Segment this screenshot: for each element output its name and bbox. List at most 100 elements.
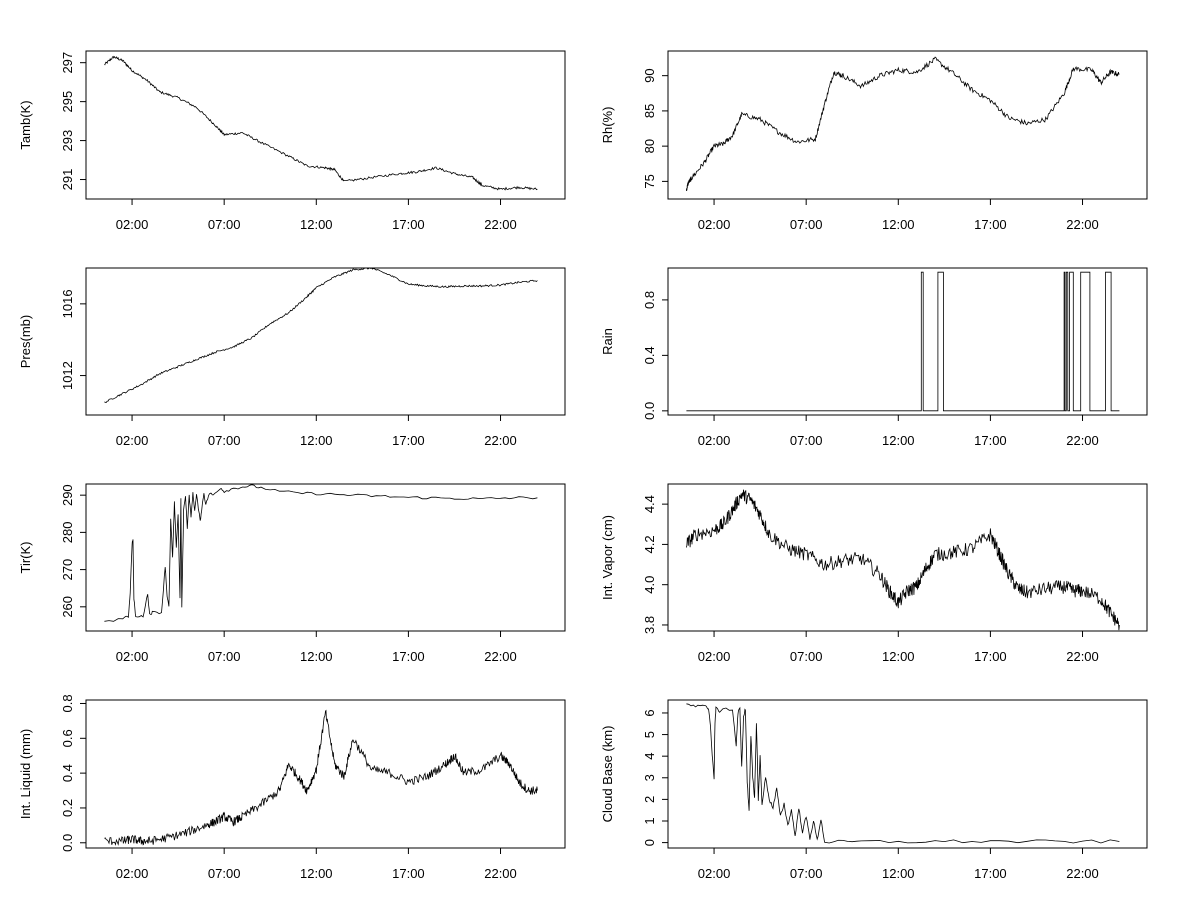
panel-1-y-axis-label: Rh(%) <box>600 107 615 144</box>
panel-6-x-tick-label: 12:00 <box>300 866 333 881</box>
panel-4-y-tick-label: 260 <box>60 596 75 618</box>
panel-5-x-tick-label: 17:00 <box>974 649 1007 664</box>
panel-1-x-tick-label: 07:00 <box>790 217 823 232</box>
panel-1: Rh(%) 02:00 07:00 12:00 17:00 22:00 75 80 85 90 <box>600 50 1148 232</box>
panel-7-x-tick-label: 22:00 <box>1066 866 1099 881</box>
panel-6-y-tick-label: 0.8 <box>60 694 75 712</box>
panel-6-x-tick-label: 07:00 <box>208 866 241 881</box>
panel-6-y-tick-label: 0.6 <box>60 729 75 747</box>
panel-3-x-tick-label: 22:00 <box>1066 433 1099 448</box>
panel-2-y-tick-label: 1016 <box>60 289 75 318</box>
panel-0-x-tick-label: 12:00 <box>300 217 333 232</box>
panel-1-frame <box>667 50 1148 200</box>
panel-7-y-axis-label: Cloud Base (km) <box>600 726 615 823</box>
panel-5-series-line <box>686 489 1120 631</box>
panel-6-series-line <box>104 709 538 846</box>
panel-0-x-tick-label: 22:00 <box>484 217 517 232</box>
panel-2: Pres(mb) 02:00 07:00 12:00 17:00 22:00 1012 101… <box>18 267 566 448</box>
panel-3-x-tick-label: 02:00 <box>698 433 731 448</box>
panel-2-series-line <box>104 267 538 403</box>
panel-6-y-tick-label: 0.2 <box>60 799 75 817</box>
panel-2-x-tick-label: 07:00 <box>208 433 241 448</box>
panel-6-frame <box>85 699 566 849</box>
panel-3-y-axis-label: Rain <box>600 328 615 355</box>
panel-7-x-tick-label: 02:00 <box>698 866 731 881</box>
panel-4-y-tick-label: 280 <box>60 522 75 544</box>
panel-4-y-tick-label: 270 <box>60 559 75 581</box>
panel-2-x-tick-label: 22:00 <box>484 433 517 448</box>
panel-4-x-tick-label: 17:00 <box>392 649 425 664</box>
panel-0-y-axis-label: Tamb(K) <box>18 100 33 149</box>
panel-1-x-tick-label: 12:00 <box>882 217 915 232</box>
panel-1-y-tick-label: 80 <box>642 139 657 153</box>
panel-7-y-tick-label: 2 <box>642 796 657 803</box>
panel-5-x-tick-label: 02:00 <box>698 649 731 664</box>
panel-3: Rain 02:00 07:00 12:00 17:00 22:00 0.0 0.4 0.8 <box>600 267 1148 448</box>
panel-4-x-tick-label: 22:00 <box>484 649 517 664</box>
panel-5-x-tick-label: 22:00 <box>1066 649 1099 664</box>
panel-3-frame <box>667 267 1148 416</box>
panel-7-y-tick-label: 1 <box>642 817 657 824</box>
panel-7-y-tick-label: 6 <box>642 709 657 716</box>
panel-7-series-line <box>686 703 1120 844</box>
panel-0-x-tick-label: 17:00 <box>392 217 425 232</box>
panel-1-x-tick-label: 02:00 <box>698 217 731 232</box>
panel-1-series-line <box>686 56 1120 192</box>
panel-2-y-tick-label: 1012 <box>60 361 75 390</box>
panel-0: Tamb(K) 02:00 07:00 12:00 17:00 22:00 291 293 29… <box>18 50 566 232</box>
panel-0-x-tick-label: 02:00 <box>116 217 149 232</box>
panel-5-y-tick-label: 3.8 <box>642 616 657 634</box>
panel-7: Cloud Base (km) 02:00 07:00 12:00 17:00 22:00… <box>600 699 1148 881</box>
panel-4-x-tick-label: 02:00 <box>116 649 149 664</box>
panel-0-y-tick-label: 293 <box>60 130 75 152</box>
panel-6-x-tick-label: 02:00 <box>116 866 149 881</box>
panel-6-x-tick-label: 22:00 <box>484 866 517 881</box>
panel-0-x-tick-label: 07:00 <box>208 217 241 232</box>
panel-0-y-tick-label: 295 <box>60 91 75 113</box>
panel-7-frame <box>667 699 1148 849</box>
panel-3-series-line <box>686 271 1120 412</box>
panel-5-x-tick-label: 07:00 <box>790 649 823 664</box>
panel-4: Tir(K) 02:00 07:00 12:00 17:00 22:00 260 270 280… <box>18 483 566 664</box>
panel-7-x-tick-label: 07:00 <box>790 866 823 881</box>
panel-3-x-tick-label: 12:00 <box>882 433 915 448</box>
panel-5-y-tick-label: 4.0 <box>642 576 657 594</box>
panel-7-y-tick-label: 4 <box>642 753 657 760</box>
panel-3-y-tick-label: 0.4 <box>642 346 657 364</box>
panel-6-y-tick-label: 0.0 <box>60 834 75 852</box>
panel-6-y-tick-label: 0.4 <box>60 764 75 782</box>
panel-5: Int. Vapor (cm) 02:00 07:00 12:00 17:00 22:00… <box>600 483 1148 664</box>
panel-7-y-tick-label: 3 <box>642 774 657 781</box>
panel-1-y-tick-label: 75 <box>642 174 657 188</box>
panel-4-y-tick-label: 290 <box>60 484 75 506</box>
panel-4-x-tick-label: 07:00 <box>208 649 241 664</box>
panel-5-x-tick-label: 12:00 <box>882 649 915 664</box>
panel-7-y-tick-label: 5 <box>642 731 657 738</box>
panel-2-y-axis-label: Pres(mb) <box>18 315 33 368</box>
panel-3-y-tick-label: 0.8 <box>642 291 657 309</box>
panel-5-y-tick-label: 4.2 <box>642 535 657 553</box>
panel-3-x-tick-label: 07:00 <box>790 433 823 448</box>
panel-6: Int. Liquid (mm) 02:00 07:00 12:00 17:00 22:0… <box>18 694 566 881</box>
panel-1-y-tick-label: 85 <box>642 104 657 118</box>
panel-7-y-tick-label: 0 <box>642 839 657 846</box>
panel-1-x-tick-label: 17:00 <box>974 217 1007 232</box>
panel-1-x-tick-label: 22:00 <box>1066 217 1099 232</box>
panel-4-series-line <box>104 484 538 622</box>
panel-5-y-axis-label: Int. Vapor (cm) <box>600 515 615 600</box>
panel-5-frame <box>667 483 1148 632</box>
panel-2-x-tick-label: 02:00 <box>116 433 149 448</box>
panel-4-frame <box>85 483 566 632</box>
panel-1-y-tick-label: 90 <box>642 68 657 82</box>
panel-6-x-tick-label: 17:00 <box>392 866 425 881</box>
panel-7-x-tick-label: 12:00 <box>882 866 915 881</box>
panel-0-y-tick-label: 297 <box>60 52 75 74</box>
panel-3-y-tick-label: 0.0 <box>642 402 657 420</box>
panel-5-y-tick-label: 4.4 <box>642 495 657 513</box>
panel-2-x-tick-label: 17:00 <box>392 433 425 448</box>
panel-3-x-tick-label: 17:00 <box>974 433 1007 448</box>
panel-4-y-axis-label: Tir(K) <box>18 541 33 573</box>
panel-0-frame <box>85 50 566 200</box>
panel-6-y-axis-label: Int. Liquid (mm) <box>18 729 33 819</box>
